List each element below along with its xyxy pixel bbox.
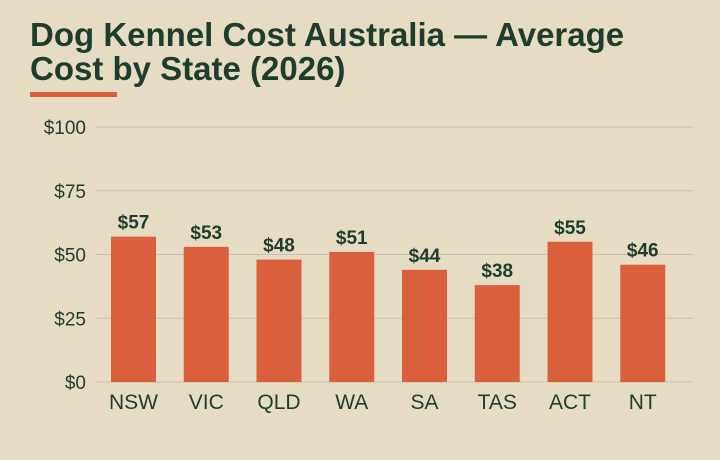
y-tick-label: $50 [54, 246, 86, 267]
bar-value-label: $48 [263, 236, 295, 257]
y-tick-label: $25 [54, 309, 86, 330]
x-tick-label: NSW [109, 391, 158, 414]
bar [402, 269, 447, 382]
bar [620, 264, 666, 382]
title-underline [30, 92, 117, 97]
y-tick-label: $0 [65, 373, 86, 394]
bar [111, 236, 156, 382]
chart-title: Dog Kennel Cost Australia — Average Cost… [30, 16, 625, 87]
x-tick-label: ACT [549, 391, 591, 414]
bar [474, 285, 520, 382]
x-tick-label: TAS [478, 391, 517, 414]
x-tick-label: VIC [189, 391, 224, 414]
bar-value-label: $38 [481, 261, 513, 282]
bar [256, 259, 302, 382]
x-tick-label: QLD [257, 391, 300, 414]
bar [183, 246, 229, 382]
bar-value-label: $44 [409, 246, 441, 267]
bar-value-label: $46 [627, 241, 659, 262]
bar [329, 251, 375, 382]
x-tick-label: NT [629, 391, 657, 414]
bar-value-label: $57 [118, 213, 150, 234]
y-tick-label: $75 [54, 182, 86, 203]
bar-value-label: $53 [190, 223, 222, 244]
bar-value-label: $55 [554, 218, 586, 239]
x-tick-label: SA [410, 391, 438, 414]
y-tick-label: $100 [44, 118, 86, 139]
x-tick-label: WA [335, 391, 368, 414]
bar-value-label: $51 [336, 228, 368, 249]
bar [547, 241, 593, 382]
